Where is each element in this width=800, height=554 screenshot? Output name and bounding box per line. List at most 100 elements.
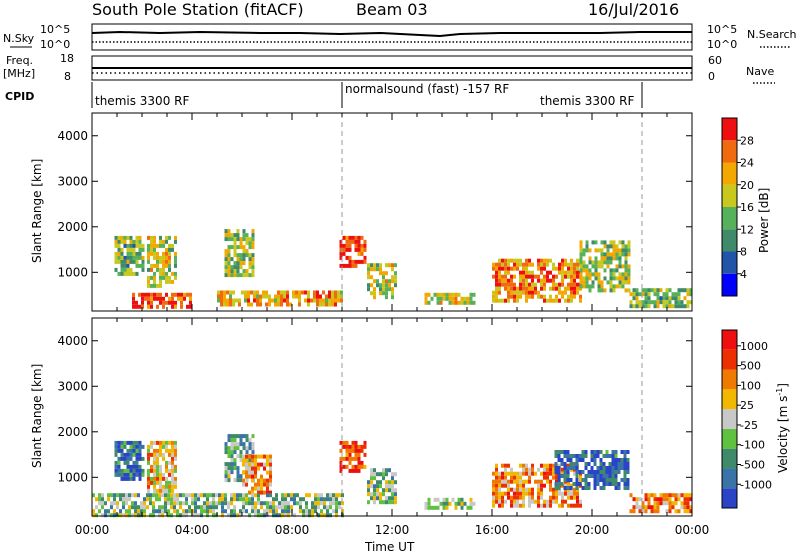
- velocity-ylabel: Slant Range [km]: [30, 364, 44, 468]
- velocity-colorbar-label-8: -1000: [740, 478, 772, 491]
- power-echo-region-4: [339, 235, 367, 268]
- station-title: South Pole Station (fitACF): [92, 0, 304, 19]
- velocity-colorbar-label-1: 1000: [740, 340, 768, 353]
- power-colorbar-segment-4: [722, 207, 737, 230]
- velocity-xtick-label-6: 20:00: [575, 523, 610, 537]
- velocity-ytick-label-3: 3000: [57, 379, 88, 393]
- power-colorbar: 4 8 12 16 20 24 28: [721, 117, 754, 297]
- velocity-xtick-label-7: 00:00: [675, 523, 710, 537]
- velocity-colorbar-label-5: -25: [740, 419, 758, 432]
- cpid-segment-3: themis 3300 RF: [540, 94, 634, 108]
- nsky-label: N.Sky: [3, 32, 35, 45]
- velocity-ytick-label-4: 4000: [57, 334, 88, 348]
- power-echo-region-2: [147, 235, 177, 288]
- power-echo-region-11: [629, 288, 693, 309]
- freq-tick-bottom: 8: [64, 70, 71, 83]
- velocity-echo-region-1: [114, 440, 145, 481]
- power-ylabel: Slant Range [km]: [30, 159, 44, 263]
- date-label: 16/Jul/2016: [588, 0, 679, 19]
- power-ytick-label-1: 1000: [57, 265, 88, 279]
- power-colorbar-segment-5: [722, 184, 737, 207]
- power-echo-region-10: [424, 292, 476, 305]
- power-echo-region-8: [132, 292, 192, 309]
- power-ytick-label-4: 4000: [57, 129, 88, 143]
- power-colorbar-label-7: 28: [740, 134, 754, 147]
- velocity-colorbar-segment-2: [722, 468, 737, 489]
- nave-tick-bottom: 0: [708, 70, 715, 83]
- beam-label: Beam 03: [356, 0, 428, 19]
- nsearch-tick-bottom: 10^0: [707, 38, 737, 51]
- nave-label: Nave: [746, 65, 774, 78]
- power-echo-region-7: [579, 240, 631, 293]
- velocity-colorbar-label: Velocity [m s-1]: [775, 383, 790, 473]
- power-colorbar-segment-2: [722, 251, 737, 274]
- velocity-xtick-label-5: 16:00: [475, 523, 510, 537]
- power-ytick-label-3: 3000: [57, 174, 88, 188]
- velocity-colorbar: 1000 500 100 25 -25 -100 -500 -1000: [721, 329, 772, 509]
- velocity-y-axis: 1000 2000 3000 4000: [57, 334, 692, 484]
- velocity-colorbar-label-6: -100: [740, 439, 765, 452]
- power-colorbar-label-1: 4: [740, 268, 747, 281]
- velocity-ytick-label-2: 2000: [57, 425, 88, 439]
- nsky-tick-bottom: 10^0: [40, 38, 70, 51]
- power-x-ticks: [91, 113, 693, 311]
- velocity-echo-region-4: [242, 454, 272, 495]
- nsky-panel: [91, 23, 693, 51]
- velocity-colorbar-segment-3: [722, 448, 737, 469]
- power-y-axis: 1000 2000 3000 4000: [57, 129, 692, 279]
- velocity-colorbar-frame: [721, 329, 738, 509]
- velocity-x-axis: 00:00 04:00 08:00 12:00 16:00 20:00 00:00: [75, 318, 710, 537]
- power-echo-region-1: [114, 235, 145, 276]
- velocity-echo-region-6: [367, 468, 397, 505]
- power-colorbar-segment-7: [722, 140, 737, 163]
- nave-tick-top: 60: [708, 54, 722, 67]
- power-colorbar-label-6: 24: [740, 157, 754, 170]
- power-colorbar-label-2: 8: [740, 246, 747, 259]
- velocity-echo-region-11: [629, 493, 693, 514]
- velocity-colorbar-label-2: 500: [740, 360, 761, 373]
- velocity-colorbar-segment-7: [722, 369, 737, 390]
- power-colorbar-label-3: 12: [740, 223, 754, 236]
- nsky-series-line: [91, 30, 692, 38]
- velocity-plot-area: [92, 434, 693, 518]
- velocity-colorbar-segment-5: [722, 409, 737, 429]
- velocity-echo-region-9: [92, 493, 344, 518]
- power-colorbar-segment-6: [722, 162, 737, 185]
- freq-unit: [MHz]: [3, 67, 35, 80]
- velocity-echo-region-2: [147, 440, 177, 493]
- velocity-colorbar-label-text: Velocity [m s: [776, 396, 790, 473]
- velocity-echo-region-10: [424, 497, 476, 510]
- velocity-ytick-label-1: 1000: [57, 470, 88, 484]
- velocity-xtick-label-1: 00:00: [75, 523, 110, 537]
- cpid-segment-2: normalsound (fast) -157 RF: [345, 82, 509, 96]
- power-echo-region-9: [217, 290, 343, 307]
- velocity-xtick-label-2: 04:00: [175, 523, 210, 537]
- velocity-colorbar-label-4: 25: [740, 399, 754, 412]
- velocity-colorbar-label-7: -500: [740, 458, 765, 471]
- nsearch-tick-top: 10^5: [707, 23, 737, 36]
- cpid-segment-1: themis 3300 RF: [95, 94, 189, 108]
- freq-tick-top: 18: [60, 52, 74, 65]
- power-echo-region-5: [367, 263, 397, 300]
- velocity-echo-region-5: [339, 440, 367, 473]
- power-ytick-label-2: 2000: [57, 220, 88, 234]
- velocity-xlabel: Time UT: [364, 540, 415, 554]
- power-plot-area: [114, 229, 693, 309]
- nsky-tick-top: 10^5: [40, 23, 70, 36]
- velocity-colorbar-segment-1: [722, 488, 737, 508]
- velocity-echo-region-8: [554, 450, 630, 490]
- velocity-colorbar-segment-6: [722, 389, 737, 410]
- velocity-xtick-label-3: 08:00: [275, 523, 310, 537]
- velocity-colorbar-segment-8: [722, 349, 737, 370]
- power-colorbar-label: Power [dB]: [757, 188, 771, 253]
- power-colorbar-segment-8: [722, 118, 737, 141]
- freq-label: Freq.: [6, 54, 33, 67]
- power-colorbar-label-4: 16: [740, 201, 754, 214]
- power-echo-region-6: [492, 258, 582, 303]
- velocity-colorbar-segment-4: [722, 428, 737, 449]
- power-colorbar-segment-1: [722, 273, 737, 296]
- power-echo-region-3: [224, 229, 255, 278]
- power-colorbar-segment-3: [722, 229, 737, 252]
- power-colorbar-label-5: 20: [740, 179, 754, 192]
